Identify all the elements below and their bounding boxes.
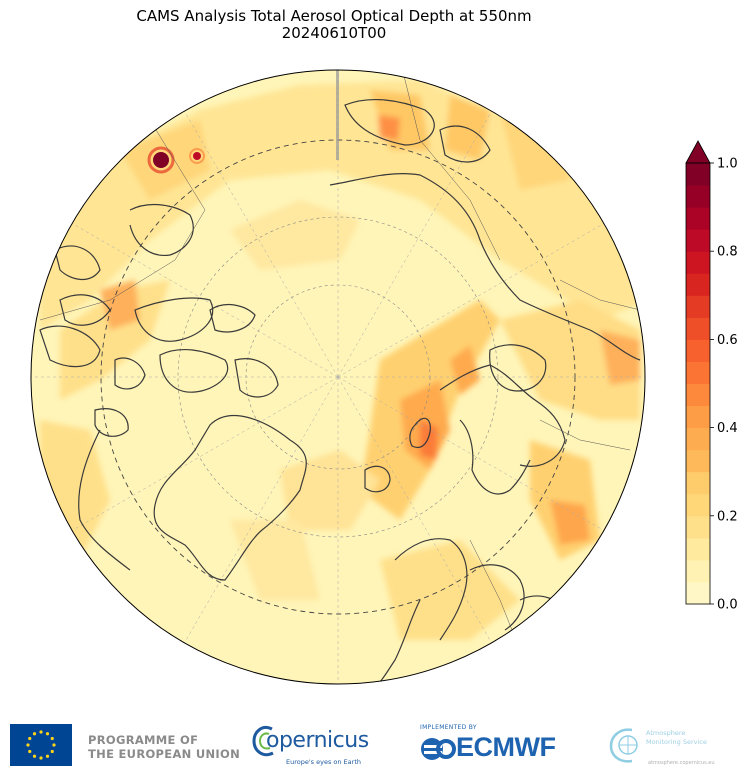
colorbar-tick-label: 0.0: [717, 598, 738, 613]
globe-icon: [609, 728, 638, 763]
copernicus-tagline: Europe's eyes on Earth: [286, 758, 361, 766]
meridian-line: [337, 376, 616, 538]
eu-star: [50, 749, 54, 754]
colorbar-band: [686, 317, 710, 340]
copernicus-word: opernicus: [266, 728, 369, 753]
eu-star: [28, 736, 32, 741]
meridian-line: [337, 216, 616, 378]
programme-text: PROGRAMME OF THE EUROPEAN UNION: [88, 733, 240, 761]
copernicus-logo: opernicus Europe's eyes on Earth: [252, 722, 370, 770]
copernicus-c-icon: [252, 726, 274, 757]
hotspot-marker: [153, 152, 169, 168]
colorbar-band: [686, 361, 710, 384]
colorbar-band: [686, 339, 710, 362]
colorbar-frame: [685, 162, 711, 605]
colorbar-band: [686, 229, 710, 252]
colorbar-band: [686, 251, 710, 274]
colorbar: 0.0 0.2 0.4 0.6 0.8 1.0: [685, 140, 738, 613]
colorbar-band: [686, 427, 710, 451]
eu-star: [39, 730, 43, 734]
map-title: CAMS Analysis Total Aerosol Optical Dept…: [136, 7, 532, 25]
eu-star: [32, 732, 37, 736]
colorbar-tick-label: 1.0: [717, 157, 738, 172]
colorbar-tick-label: 0.2: [717, 509, 738, 524]
programme-line: THE EUROPEAN UNION: [88, 747, 241, 761]
ecmwf-symbol-icon: [421, 738, 456, 760]
aerosol-field: [40, 80, 645, 640]
ams-title-line: Monitoring Service: [646, 738, 707, 746]
eu-star: [39, 756, 43, 760]
colorbar-band: [686, 207, 710, 230]
eu-star: [26, 743, 30, 747]
meridian-line: [177, 376, 339, 655]
colorbar-band: [686, 405, 710, 429]
footer: PROGRAMME OF THE EUROPEAN UNION opernicu…: [0, 700, 750, 778]
colorbar-band: [686, 295, 710, 318]
colorbar-band: [686, 581, 710, 605]
ecmwf-word: ECMWF: [456, 732, 556, 762]
eu-star: [45, 754, 50, 758]
eu-star: [52, 743, 56, 747]
hotspot-marker: [193, 152, 201, 160]
ecmwf-logo: IMPLEMENTED BY ECMWF: [420, 724, 590, 764]
meridian-line: [177, 99, 339, 378]
ams-title-line: Atmosphere: [646, 729, 686, 737]
ams-url: atmosphere.copernicus.eu: [648, 760, 715, 766]
colorbar-tick-label: 0.8: [717, 245, 738, 260]
polar-map: [30, 69, 646, 685]
colorbar-tick-label: 0.6: [717, 333, 738, 348]
colorbar-ticks: 0.0 0.2 0.4 0.6 0.8 1.0: [710, 157, 738, 613]
eu-star: [45, 732, 50, 736]
colorbar-band: [686, 185, 710, 208]
map-subtitle: 20240610T00: [281, 24, 387, 42]
colorbar-tick-label: 0.4: [717, 421, 738, 436]
meridian-line: [60, 376, 339, 538]
meridian-line: [60, 216, 339, 378]
implemented-by-label: IMPLEMENTED BY: [420, 724, 477, 731]
colorbar-band: [686, 493, 710, 517]
atmosphere-monitoring-logo: Atmosphere Monitoring Service atmosphere…: [608, 724, 748, 770]
colorbar-extend-arrow: [685, 140, 711, 164]
colorbar-band: [686, 515, 710, 539]
colorbar-bands: [686, 163, 710, 605]
eu-flag-icon: [10, 724, 72, 766]
meridian-line: [337, 376, 499, 655]
eu-star: [32, 754, 37, 758]
colorbar-band: [686, 559, 710, 583]
colorbar-band: [686, 273, 710, 296]
colorbar-band: [686, 163, 710, 186]
colorbar-band: [686, 471, 710, 495]
eu-star: [50, 736, 54, 741]
colorbar-band: [686, 449, 710, 473]
colorbar-band: [686, 537, 710, 561]
programme-line: PROGRAMME OF: [88, 733, 199, 747]
colorbar-band: [686, 383, 710, 407]
eu-star: [28, 749, 32, 754]
meridian-line: [337, 99, 499, 378]
